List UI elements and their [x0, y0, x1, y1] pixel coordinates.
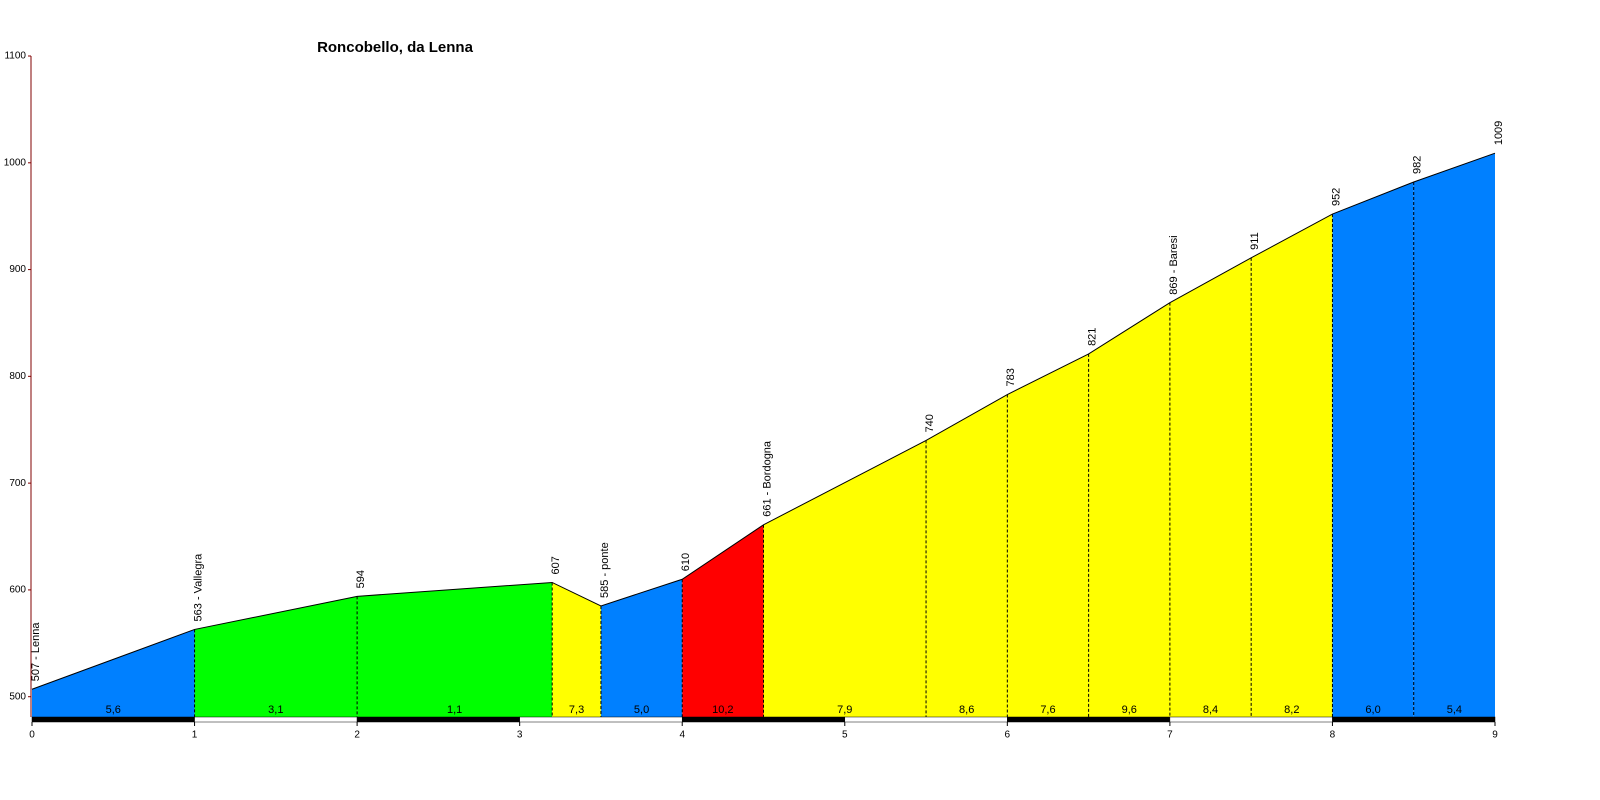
x-tick-label: 6 — [1005, 730, 1011, 741]
segment — [763, 440, 927, 717]
gradient-label: 7,3 — [569, 704, 584, 716]
point-label: 1009 — [1493, 121, 1505, 145]
point-label: 952 — [1330, 188, 1342, 206]
point-label: 911 — [1249, 232, 1261, 250]
chart-title: Roncobello, da Lenna — [317, 39, 474, 56]
gradient-label: 9,6 — [1122, 704, 1137, 716]
gradient-label: 5,4 — [1447, 704, 1462, 716]
segment — [552, 582, 601, 717]
km-bar — [31, 716, 195, 723]
gradient-label: 6,0 — [1365, 704, 1380, 716]
y-tick-label: 700 — [9, 478, 26, 489]
x-tick-label: 2 — [354, 730, 360, 741]
x-tick-label: 4 — [679, 730, 685, 741]
point-label: 661 - Bordogna — [761, 440, 773, 517]
km-bar — [844, 716, 1008, 723]
point-label: 610 — [680, 553, 692, 571]
km-bar — [356, 716, 520, 723]
gradient-label: 7,6 — [1040, 704, 1055, 716]
x-tick-label: 3 — [517, 730, 523, 741]
y-tick-label: 1000 — [4, 157, 27, 168]
x-tick-label: 8 — [1330, 730, 1336, 741]
gradient-label: 5,0 — [634, 704, 649, 716]
gradient-label: 7,9 — [837, 704, 852, 716]
y-tick-label: 600 — [9, 585, 26, 596]
gradient-label: 1,1 — [447, 704, 462, 716]
point-label: 740 — [924, 414, 936, 432]
km-bar — [1332, 716, 1496, 723]
y-tick-label: 1100 — [4, 51, 26, 62]
segment — [32, 629, 195, 717]
point-label: 982 — [1412, 156, 1424, 174]
segment — [926, 394, 1008, 717]
point-label: 869 - Baresi — [1168, 235, 1180, 294]
segment — [1332, 182, 1414, 717]
segment — [1169, 257, 1252, 717]
km-bar — [519, 716, 683, 723]
x-tick-label: 1 — [192, 730, 198, 741]
segment — [1413, 153, 1495, 718]
x-tick-label: 7 — [1167, 730, 1173, 741]
segment — [682, 524, 764, 717]
gradient-label: 8,4 — [1203, 704, 1218, 716]
km-bar — [194, 716, 358, 723]
x-tick-label: 9 — [1492, 730, 1498, 741]
segment — [600, 579, 683, 717]
segment — [194, 596, 358, 717]
segment — [357, 582, 553, 717]
segment — [1088, 302, 1170, 717]
point-label: 563 - Vallegra — [192, 553, 204, 622]
point-label: 585 - ponte — [599, 542, 611, 598]
segment — [1007, 353, 1089, 717]
point-label: 783 — [1005, 368, 1017, 386]
km-bar — [1007, 716, 1171, 723]
segment — [1251, 214, 1333, 718]
x-tick-label: 0 — [29, 730, 35, 741]
point-label: 507 - Lenna — [30, 622, 42, 682]
profile-line — [31, 152, 1496, 690]
gradient-label: 8,6 — [959, 704, 974, 716]
y-tick-label: 800 — [9, 371, 26, 382]
x-tick-label: 5 — [842, 730, 848, 741]
gradient-label: 10,2 — [712, 704, 733, 716]
km-bar — [1169, 716, 1333, 723]
gradient-label: 3,1 — [268, 704, 283, 716]
y-tick-label: 900 — [9, 264, 26, 275]
point-label: 607 — [550, 556, 562, 574]
point-label: 594 — [355, 570, 367, 588]
point-label: 821 — [1087, 328, 1099, 346]
y-tick-label: 500 — [9, 691, 26, 702]
km-bar — [681, 716, 846, 723]
gradient-label: 5,6 — [106, 704, 121, 716]
gradient-label: 8,2 — [1284, 704, 1299, 716]
